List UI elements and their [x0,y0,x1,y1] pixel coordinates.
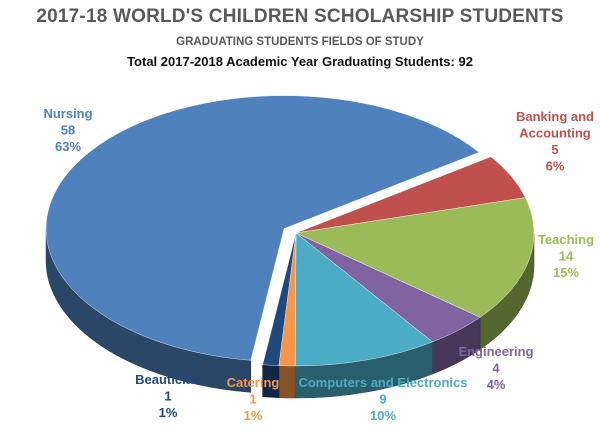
label-computers-and-electronics-percent: 10% [370,408,396,423]
chart-subtitle: GRADUATING STUDENTS FIELDS OF STUDY [176,36,424,48]
label-banking-and-accounting-value: 5 [551,142,558,157]
total-students-line: Total 2017-2018 Academic Year Graduating… [127,54,473,69]
label-engineering-value: 4 [492,361,500,376]
label-banking-and-accounting-name-2: Accounting [519,126,591,141]
label-beautician: Beautician 11% [135,372,201,420]
pie-top-faces [45,95,535,367]
label-engineering-percent: 4% [487,377,506,392]
label-catering-name: Catering [227,375,280,390]
label-beautician-percent: 1% [159,405,178,420]
pie-slice-computers-and-electronics [294,232,433,367]
pie-side-walls [45,228,535,399]
pie-slice-nursing [45,95,480,361]
label-teaching-value: 14 [559,249,574,264]
label-computers-and-electronics-name: Computers and Electronics [298,375,467,390]
label-engineering: Engineering 44% [458,344,533,392]
label-catering-value: 1 [249,392,256,407]
label-computers-and-electronics: Computers and Electronics 910% [298,375,467,423]
label-beautician-name: Beautician [135,372,201,387]
label-teaching-name: Teaching [538,232,594,247]
label-catering: Catering 11% [227,375,280,423]
label-banking-and-accounting-name-1: Banking and [516,109,594,124]
pie-slice-beautician [262,232,297,366]
chart-title: 2017-18 WORLD'S CHILDREN SCHOLARSHIP STU… [36,6,564,27]
label-engineering-name: Engineering [458,344,533,359]
label-beautician-value: 1 [164,389,171,404]
label-nursing-value: 58 [61,123,75,138]
pie-slice-teaching [295,197,535,318]
pie-side-catering [278,365,296,399]
label-catering-percent: 1% [244,408,263,423]
label-banking-and-accounting-percent: 6% [546,159,565,174]
label-nursing-percent: 63% [55,139,81,154]
label-computers-and-electronics-value: 9 [379,392,386,407]
label-teaching-percent: 15% [553,265,579,280]
slice-labels: Banking andAccounting56%Teaching1415%Eng… [43,106,594,423]
label-nursing-name: Nursing [43,106,92,121]
